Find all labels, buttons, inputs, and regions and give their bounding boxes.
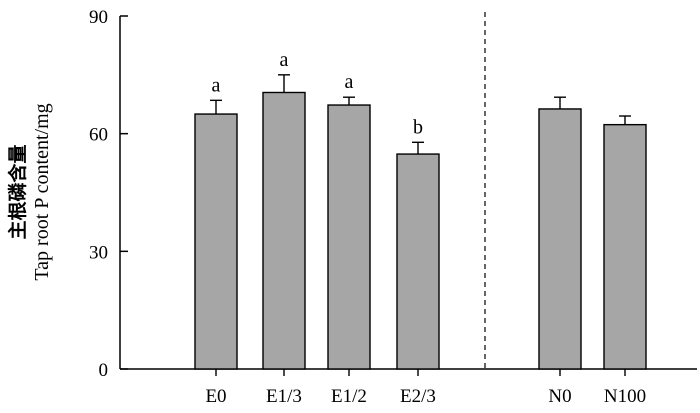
bar-e0 — [194, 113, 238, 370]
bar-e2-3 — [396, 153, 440, 370]
x-tick-label: N100 — [604, 386, 646, 407]
bar-n0 — [538, 108, 582, 370]
y-tick-label: 30 — [89, 242, 108, 263]
y-axis-label: Tap root P content/mg — [31, 103, 53, 280]
bar-n100 — [603, 123, 647, 370]
bars: E0 a E1/3 a E1/2 a E2/3 b N0 N100 — [194, 49, 647, 407]
y-ticks: 0 30 60 90 — [89, 7, 128, 381]
y-axis-label-cn: 主根磷含量 — [6, 144, 29, 239]
x-tick-label: E0 — [205, 386, 226, 407]
significance-label: a — [212, 74, 221, 96]
significance-label: a — [280, 49, 289, 71]
significance-label: b — [413, 116, 423, 138]
x-tick-label: N0 — [548, 386, 571, 407]
bar-e1-3 — [262, 91, 306, 370]
y-tick-label: 60 — [89, 125, 108, 146]
x-tick-label: E1/2 — [331, 386, 367, 407]
significance-label: a — [345, 71, 354, 93]
bar-e1-2 — [327, 104, 371, 370]
y-axis-title: 主根磷含量 Tap root P content/mg — [6, 103, 53, 280]
x-tick-label: E1/3 — [266, 386, 302, 407]
x-tick-label: E2/3 — [400, 386, 436, 407]
y-tick-label: 90 — [89, 7, 108, 28]
y-tick-label: 0 — [99, 360, 109, 381]
